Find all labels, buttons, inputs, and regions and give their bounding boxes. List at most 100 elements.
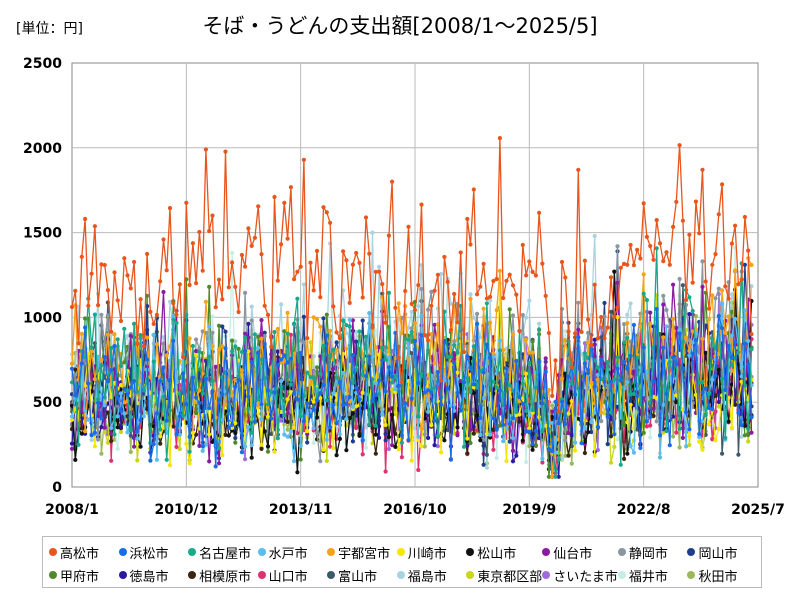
data-point: [207, 432, 212, 437]
data-point: [537, 359, 542, 364]
data-point: [377, 264, 382, 269]
data-point: [442, 340, 447, 345]
data-point: [69, 414, 75, 419]
data-point: [510, 448, 516, 453]
data-point: [370, 399, 375, 404]
data-point: [537, 321, 542, 326]
data-point: [566, 374, 571, 379]
data-point: [324, 398, 329, 403]
data-point: [749, 430, 754, 435]
data-point: [742, 214, 748, 220]
data-point: [230, 260, 235, 265]
data-point: [739, 423, 744, 428]
data-point: [524, 459, 529, 465]
data-point: [344, 346, 349, 351]
data-point: [396, 355, 401, 360]
data-point: [729, 355, 735, 360]
data-point: [360, 318, 365, 323]
data-point: [432, 385, 437, 390]
data-point: [298, 264, 303, 269]
data-point: [612, 444, 617, 449]
data-point: [370, 230, 375, 235]
data-point: [563, 328, 568, 334]
data-point: [452, 361, 457, 366]
data-point: [746, 338, 751, 344]
data-point: [742, 341, 748, 346]
data-point: [399, 433, 404, 438]
data-point: [680, 339, 686, 345]
data-point: [455, 320, 460, 325]
data-point: [664, 324, 669, 329]
data-point: [92, 444, 97, 449]
data-point: [367, 422, 372, 427]
data-point: [324, 437, 329, 442]
data-point: [501, 422, 506, 427]
data-point: [680, 283, 686, 288]
data-point: [233, 284, 238, 289]
data-point: [700, 284, 705, 289]
data-point: [256, 345, 261, 350]
legend-item: 東京都区部: [466, 564, 542, 586]
data-point: [314, 415, 320, 420]
data-point: [373, 432, 378, 437]
chart-title: そば・うどんの支出額[2008/1～2025/5]: [202, 14, 598, 38]
data-point: [305, 370, 310, 375]
data-point: [272, 329, 277, 335]
data-point: [363, 374, 369, 379]
data-point: [328, 353, 333, 358]
data-point: [288, 382, 293, 387]
data-point: [550, 409, 555, 414]
data-point: [586, 371, 591, 376]
data-point: [442, 438, 447, 443]
data-point: [76, 341, 81, 346]
legend-label: 松山市: [477, 546, 517, 562]
data-point: [275, 436, 280, 441]
data-point: [530, 407, 535, 413]
data-point: [262, 342, 267, 347]
data-point: [295, 296, 300, 301]
data-point: [347, 317, 352, 322]
legend-label: さいたま市: [553, 569, 618, 585]
data-point: [674, 430, 679, 435]
data-point: [279, 242, 284, 247]
data-point: [200, 444, 205, 449]
data-point: [507, 307, 512, 312]
data-point: [713, 252, 718, 257]
data-point: [308, 414, 313, 419]
data-point: [249, 243, 254, 248]
data-point: [83, 325, 88, 330]
data-point: [697, 231, 702, 236]
data-point: [344, 331, 349, 336]
data-point: [491, 447, 496, 452]
data-point: [86, 381, 91, 386]
data-point: [540, 261, 545, 266]
data-point: [187, 336, 192, 341]
data-point: [282, 413, 287, 418]
data-point: [671, 355, 676, 360]
data-point: [494, 385, 499, 390]
data-point: [661, 335, 666, 340]
data-point: [79, 361, 84, 366]
data-point: [174, 444, 179, 449]
data-point: [73, 372, 78, 377]
data-point: [726, 296, 731, 301]
data-point: [226, 425, 231, 430]
data-point: [337, 336, 342, 341]
data-point: [377, 269, 382, 274]
data-point: [341, 370, 346, 375]
data-point: [615, 437, 620, 442]
data-point: [256, 397, 261, 402]
data-point: [720, 326, 725, 331]
data-point: [171, 301, 176, 306]
data-point: [128, 333, 133, 339]
data-point: [494, 434, 499, 439]
data-point: [412, 321, 418, 326]
data-point: [524, 315, 529, 320]
data-point: [243, 444, 248, 449]
data-point: [360, 452, 365, 457]
data-point: [504, 459, 509, 464]
data-point: [680, 218, 686, 223]
data-point: [216, 347, 222, 352]
data-point: [230, 349, 235, 354]
data-point: [468, 365, 473, 370]
